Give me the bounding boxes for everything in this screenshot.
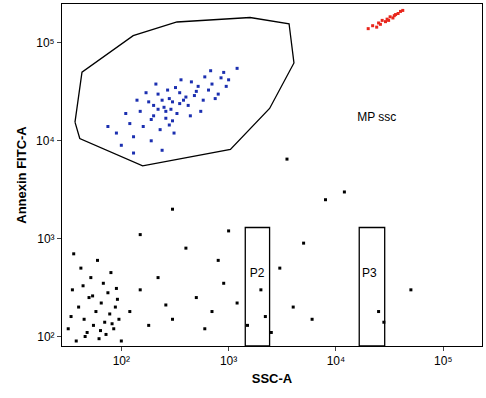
svg-text:10²: 10² (37, 330, 54, 344)
svg-text:MP ssc: MP ssc (357, 110, 396, 124)
svg-text:10²: 10² (113, 354, 130, 368)
svg-text:P2: P2 (250, 266, 265, 280)
svg-text:10⁵: 10⁵ (434, 354, 452, 368)
svg-text:P3: P3 (362, 266, 377, 280)
svg-text:10⁵: 10⁵ (36, 36, 54, 50)
svg-text:10⁴: 10⁴ (36, 134, 55, 148)
svg-text:Annexin FITC-A: Annexin FITC-A (14, 126, 29, 224)
svg-text:10⁴: 10⁴ (327, 354, 346, 368)
svg-text:SSC-A: SSC-A (252, 371, 293, 386)
svg-text:10³: 10³ (37, 232, 54, 246)
svg-text:10³: 10³ (220, 354, 237, 368)
